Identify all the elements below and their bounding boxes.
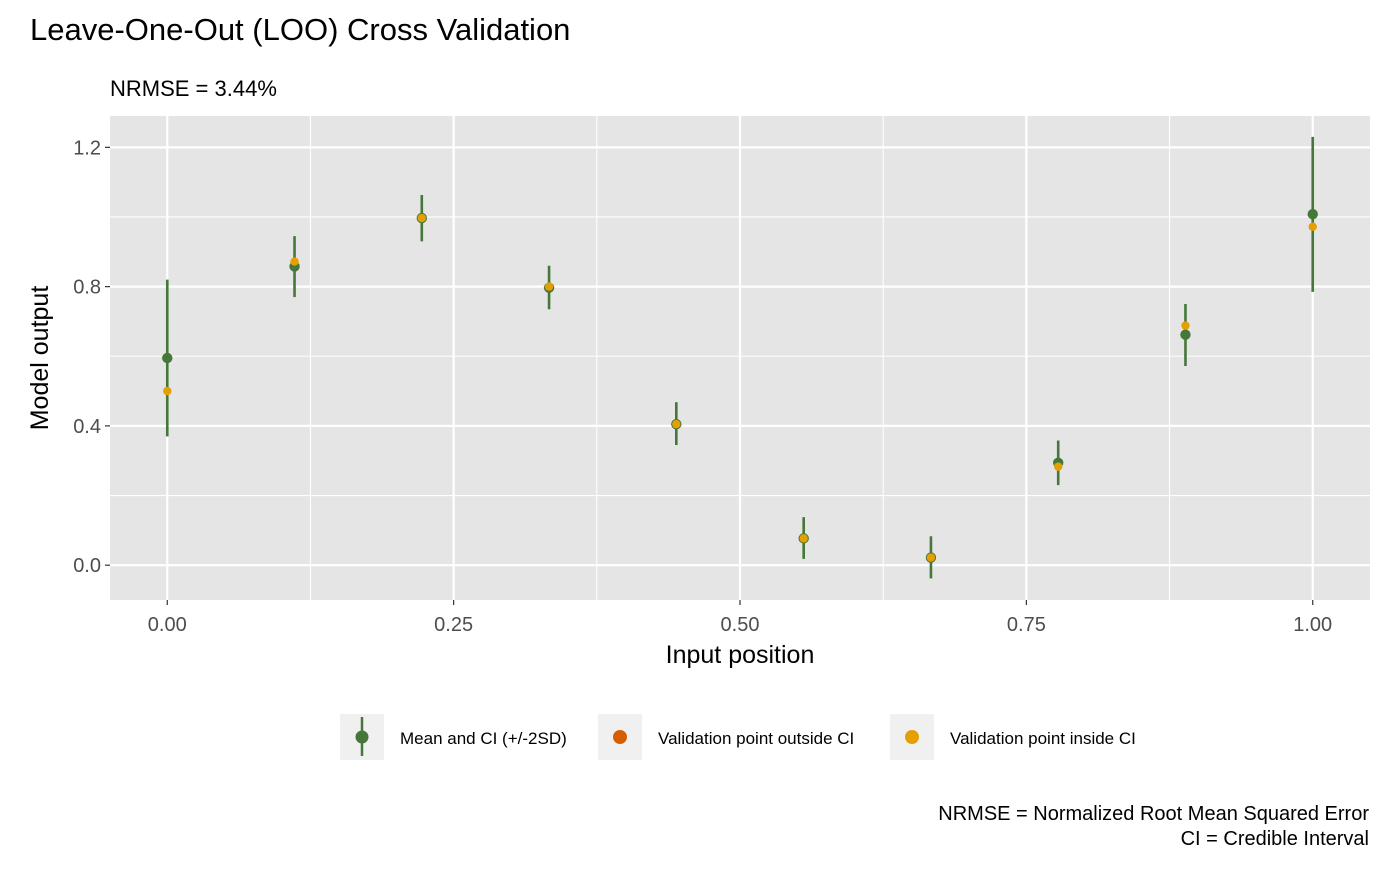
y-axis-label: Model output (26, 286, 54, 431)
mean-point (162, 352, 173, 364)
mean-point (1180, 329, 1191, 340)
legend-item-inside-ci: Validation point inside CI (890, 714, 1136, 760)
validation-point-inside (1054, 462, 1063, 471)
validation-point-inside (926, 553, 936, 562)
caption-line-nrmse: NRMSE = Normalized Root Mean Squared Err… (938, 803, 1369, 825)
legend-mean-ci-dot (355, 730, 369, 744)
x-tick-label: 0.25 (434, 614, 473, 636)
x-tick-label: 0.00 (148, 614, 187, 636)
y-axis-ticks: 0.0 0.4 0.8 1.2 (73, 137, 110, 577)
chart-subtitle: NRMSE = 3.44% (110, 76, 277, 101)
validation-point-inside (1308, 222, 1317, 231)
x-tick-label: 1.00 (1293, 614, 1332, 636)
x-axis-ticks: 0.00 0.25 0.50 0.75 1.00 (148, 600, 1332, 636)
validation-point-inside (1181, 321, 1190, 330)
validation-point-inside (417, 213, 426, 223)
legend-item-mean-ci: Mean and CI (+/-2SD) (340, 714, 567, 760)
y-tick-label: 0.0 (73, 555, 101, 577)
validation-point-inside (163, 386, 172, 396)
x-tick-label: 0.50 (721, 614, 760, 636)
x-tick-label: 0.75 (1007, 614, 1046, 636)
legend-label-inside-ci: Validation point inside CI (950, 729, 1136, 748)
caption-line-ci: CI = Credible Interval (1181, 828, 1369, 850)
legend-label-outside-ci: Validation point outside CI (658, 729, 854, 748)
validation-point-inside (799, 534, 808, 543)
validation-point-inside (672, 419, 681, 429)
mean-point (1307, 208, 1318, 220)
legend-outside-ci-dot (613, 730, 627, 744)
legend-item-outside-ci: Validation point outside CI (598, 714, 854, 760)
validation-point-inside (544, 282, 554, 291)
grid-major (110, 116, 1370, 600)
legend: Mean and CI (+/-2SD) Validation point ou… (340, 714, 1136, 760)
chart-title: Leave-One-Out (LOO) Cross Validation (30, 12, 570, 47)
validation-point-inside (290, 257, 299, 266)
y-tick-label: 0.8 (73, 277, 101, 299)
validation-points (163, 213, 1317, 562)
x-axis-label: Input position (666, 641, 815, 669)
y-tick-label: 0.4 (73, 416, 101, 438)
y-tick-label: 1.2 (73, 137, 101, 159)
legend-inside-ci-dot (905, 730, 919, 744)
legend-label-mean-ci: Mean and CI (+/-2SD) (400, 729, 567, 748)
